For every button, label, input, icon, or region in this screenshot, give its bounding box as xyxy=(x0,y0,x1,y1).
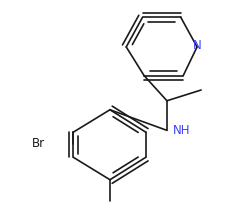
Text: Br: Br xyxy=(32,137,45,150)
Text: N: N xyxy=(193,39,202,52)
Text: NH: NH xyxy=(173,124,190,137)
